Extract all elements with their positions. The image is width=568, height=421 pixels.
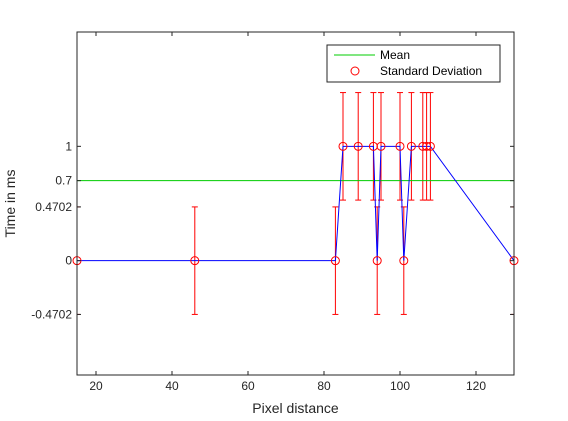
data-point <box>425 141 435 151</box>
x-axis: 20 40 60 80 100 120 <box>89 32 486 393</box>
data-point <box>190 256 200 266</box>
legend-box <box>326 44 501 83</box>
legend-std-label: Standard Deviation <box>380 64 482 78</box>
legend-std-swatch <box>350 66 360 76</box>
series-layer <box>77 145 515 262</box>
data-point <box>372 256 382 266</box>
x-tick-label: 40 <box>165 379 179 393</box>
x-tick-label: 120 <box>466 379 486 393</box>
y-tick-label: 0.7 <box>55 174 72 188</box>
data-point <box>399 256 409 266</box>
data-point <box>422 141 432 151</box>
data-point <box>353 141 363 151</box>
x-axis-label: Pixel distance <box>252 400 339 416</box>
x-tick-label: 80 <box>317 379 331 393</box>
y-axis-label: Time in ms <box>2 170 18 238</box>
data-point <box>376 141 386 151</box>
data-point <box>395 141 405 151</box>
x-tick-label: 100 <box>390 379 410 393</box>
y-tick-label: 0.4702 <box>35 200 72 214</box>
series-line <box>77 145 515 262</box>
x-tick-label: 20 <box>89 379 103 393</box>
data-point <box>406 141 416 151</box>
y-tick-label: -0.4702 <box>31 307 72 321</box>
data-point <box>338 141 348 151</box>
x-tick-label: 60 <box>241 379 255 393</box>
y-axis: -0.4702 0 0.4702 0.7 1 <box>31 139 514 321</box>
markers <box>72 141 519 266</box>
y-tick-label: 1 <box>65 139 72 153</box>
y-tick-label: 0 <box>65 254 72 268</box>
data-point <box>330 256 340 266</box>
plot-frame <box>76 31 515 376</box>
legend: Mean Standard Deviation <box>326 44 501 83</box>
plot-area <box>77 32 514 375</box>
legend-mean-label: Mean <box>380 48 410 62</box>
